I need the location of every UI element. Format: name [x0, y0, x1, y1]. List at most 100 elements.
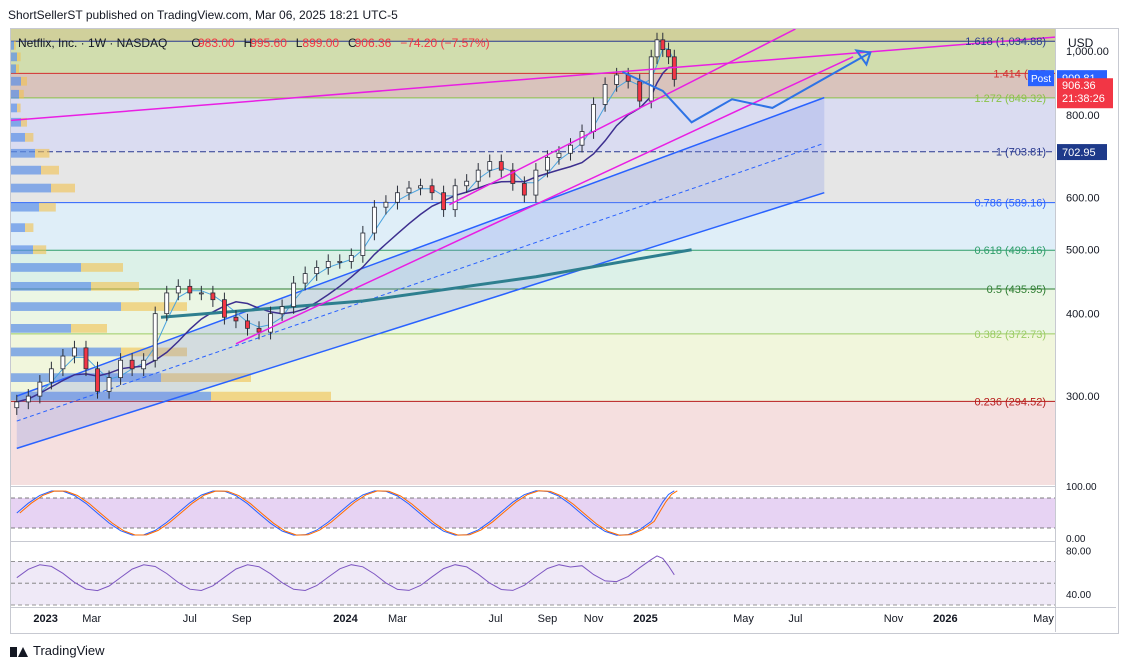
volume-profile-bar-value-area: [16, 64, 19, 74]
symbol-label: Netflix, Inc. · 1W · NASDAQ: [18, 36, 167, 50]
candle[interactable]: [198, 292, 204, 295]
candle[interactable]: [406, 187, 412, 194]
chart-frame: [10, 28, 1119, 634]
candle[interactable]: [106, 377, 112, 392]
candle[interactable]: [302, 273, 308, 284]
volume-profile-bar: [11, 302, 121, 311]
candle[interactable]: [614, 74, 620, 85]
candle[interactable]: [268, 313, 273, 333]
candle[interactable]: [279, 306, 285, 315]
candle[interactable]: [383, 201, 389, 208]
candle[interactable]: [487, 161, 493, 171]
candle[interactable]: [568, 144, 573, 154]
volume-profile-bar-value-area: [17, 103, 21, 113]
rsi-tick-label: 40.00: [1066, 590, 1091, 601]
candle[interactable]: [222, 299, 227, 318]
volume-profile-bar: [11, 148, 35, 158]
candle[interactable]: [648, 56, 654, 102]
volume-profile-bar-value-area: [21, 117, 27, 127]
candle[interactable]: [654, 39, 660, 58]
candle[interactable]: [37, 381, 43, 397]
candle[interactable]: [337, 261, 343, 263]
volume-profile-bar-value-area: [14, 41, 16, 50]
candle[interactable]: [556, 152, 562, 158]
pink-trendline-steep[interactable]: [449, 29, 796, 206]
candle[interactable]: [666, 49, 671, 58]
candle[interactable]: [314, 267, 320, 275]
candle[interactable]: [256, 327, 262, 333]
fib-band: [11, 97, 1055, 152]
candle[interactable]: [152, 313, 158, 361]
candle[interactable]: [533, 169, 539, 196]
candle[interactable]: [498, 161, 504, 171]
volume-profile-bar-value-area: [21, 76, 27, 86]
candle[interactable]: [118, 359, 123, 379]
candle[interactable]: [245, 320, 250, 329]
price-tick-label: 600.00: [1066, 192, 1100, 204]
volume-profile-bar-value-area: [161, 373, 251, 382]
candle[interactable]: [441, 192, 446, 211]
volume-profile-bar: [11, 245, 33, 255]
candle[interactable]: [129, 359, 135, 370]
candle[interactable]: [25, 395, 31, 403]
price-tick-label: 300.00: [1066, 391, 1100, 403]
candle[interactable]: [452, 185, 458, 211]
candle[interactable]: [95, 368, 100, 392]
tradingview-brand-label: TradingView: [33, 643, 105, 658]
moving-average-long: [160, 248, 692, 319]
candle[interactable]: [72, 347, 77, 357]
tradingview-logo-icon: [10, 645, 28, 657]
volume-profile-bar: [11, 89, 19, 99]
candle[interactable]: [429, 185, 435, 194]
pink-trendline-upper[interactable]: [11, 36, 1055, 122]
candle[interactable]: [418, 185, 423, 189]
channel-upper-line[interactable]: [16, 96, 825, 397]
candle[interactable]: [360, 232, 366, 256]
change-value: −74.20 (−7.57%): [400, 36, 489, 50]
fib-band: [11, 250, 1055, 289]
pink-trendline-lower[interactable]: [235, 56, 854, 345]
candle[interactable]: [521, 183, 527, 196]
currency-label[interactable]: USD: [1068, 36, 1094, 50]
projection-path[interactable]: [621, 51, 871, 124]
time-tick-label: 2025: [633, 613, 657, 625]
candle[interactable]: [175, 285, 181, 294]
candle[interactable]: [187, 285, 193, 294]
tradingview-brand[interactable]: TradingView: [10, 643, 105, 658]
candle[interactable]: [464, 180, 470, 187]
candle[interactable]: [164, 292, 170, 315]
channel-lower-line[interactable]: [16, 192, 825, 450]
volume-profile-bar-value-area: [25, 223, 34, 233]
candle[interactable]: [60, 355, 66, 370]
candle[interactable]: [475, 169, 481, 182]
fib-level-label: 0.236 (294.52): [974, 396, 1046, 408]
regression-channel-fill: [16, 97, 825, 449]
candle[interactable]: [637, 80, 643, 102]
candle[interactable]: [602, 84, 608, 105]
volume-profile-bar: [11, 132, 25, 142]
candle[interactable]: [545, 157, 550, 171]
fib-band: [11, 151, 1055, 203]
candle[interactable]: [371, 206, 377, 234]
price-tick-label: 1,000.00: [1066, 46, 1109, 58]
candle[interactable]: [291, 282, 297, 307]
last-price-value: 906.36: [1062, 80, 1096, 92]
candle[interactable]: [348, 255, 354, 262]
candle[interactable]: [210, 292, 216, 301]
candle[interactable]: [510, 169, 516, 184]
time-tick-label: 2023: [33, 613, 57, 625]
candle[interactable]: [141, 359, 147, 370]
time-tick-label: Sep: [538, 613, 558, 625]
candle[interactable]: [233, 316, 239, 322]
candle[interactable]: [591, 104, 596, 133]
channel-median-line: [16, 142, 825, 422]
candle[interactable]: [395, 192, 400, 203]
post-market-label: Post: [1031, 74, 1051, 85]
candle[interactable]: [48, 368, 54, 383]
candle[interactable]: [660, 39, 666, 51]
candle[interactable]: [14, 401, 20, 409]
candle[interactable]: [325, 261, 331, 268]
price-tick-label: 500.00: [1066, 245, 1100, 257]
candle[interactable]: [83, 347, 89, 370]
